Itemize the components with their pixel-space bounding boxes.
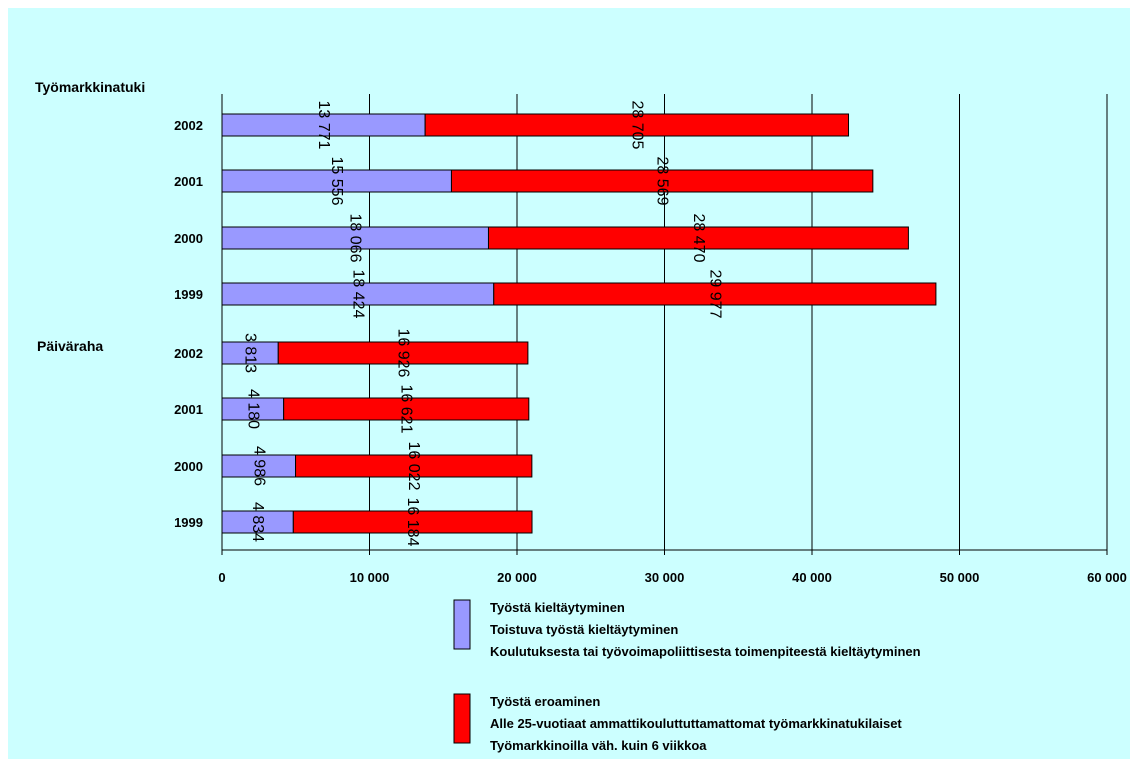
legend-label: Työstä eroaminen <box>490 694 600 709</box>
legend-label: Työmarkkinoilla väh. kuin 6 viikkoa <box>490 738 707 753</box>
category-label: 2001 <box>174 402 203 417</box>
category-label: 2002 <box>174 118 203 133</box>
group-label: Päiväraha <box>37 338 103 354</box>
data-label: 3 813 <box>242 333 259 373</box>
data-label: 16 184 <box>404 498 421 547</box>
legend-label: Alle 25-vuotiaat ammattikouluttuttamatto… <box>490 716 902 731</box>
x-tick-label: 40 000 <box>792 570 832 585</box>
chart-svg: 0 10 000 20 000 30 000 40 000 50 000 60 000 Työ… <box>35 79 1127 753</box>
group-label: Työmarkkinatuki <box>35 79 145 95</box>
bar-segment <box>277 341 529 365</box>
legend-swatch <box>453 599 471 650</box>
data-label: 18 066 <box>347 214 364 263</box>
data-label: 16 621 <box>398 385 415 434</box>
x-tick-label: 10 000 <box>350 570 390 585</box>
category-label: 2002 <box>174 346 203 361</box>
category-label: 1999 <box>174 515 203 530</box>
data-label: 15 556 <box>328 157 345 206</box>
data-label: 28 569 <box>654 157 671 206</box>
data-label: 28 705 <box>628 101 645 150</box>
bar-segment <box>292 510 533 534</box>
data-label: 16 022 <box>405 442 422 491</box>
bar-segment <box>283 397 530 421</box>
category-label: 2000 <box>174 459 203 474</box>
x-tick-label: 0 <box>218 570 225 585</box>
x-tick-label: 30 000 <box>645 570 685 585</box>
bar-segment <box>493 282 937 306</box>
chart-area: 0 10 000 20 000 30 000 40 000 50 000 60 000 Työ… <box>8 8 1130 759</box>
bar-segment <box>424 113 850 137</box>
bar-segment <box>450 169 874 193</box>
data-label: 28 470 <box>690 214 707 263</box>
x-tick-label: 50 000 <box>940 570 980 585</box>
bar-segment <box>295 454 533 478</box>
data-label: 4 986 <box>250 446 267 486</box>
data-label: 4 180 <box>244 389 261 429</box>
bar-segment <box>487 226 909 250</box>
data-label: 4 834 <box>249 502 266 542</box>
data-label: 13 771 <box>315 101 332 150</box>
data-label: 18 424 <box>349 270 366 319</box>
x-tick-label: 60 000 <box>1087 570 1127 585</box>
legend-label: Toistuva työstä kieltäytyminen <box>490 622 678 637</box>
category-label: 2000 <box>174 231 203 246</box>
data-label: 29 977 <box>706 270 723 319</box>
legend-label: Työstä kieltäytyminen <box>490 600 625 615</box>
legend-label: Koulutuksesta tai työvoimapoliittisesta … <box>490 644 921 659</box>
category-label: 1999 <box>174 287 203 302</box>
x-tick-label: 20 000 <box>497 570 537 585</box>
category-label: 2001 <box>174 174 203 189</box>
data-label: 16 926 <box>395 329 412 378</box>
legend-swatch <box>453 693 471 744</box>
